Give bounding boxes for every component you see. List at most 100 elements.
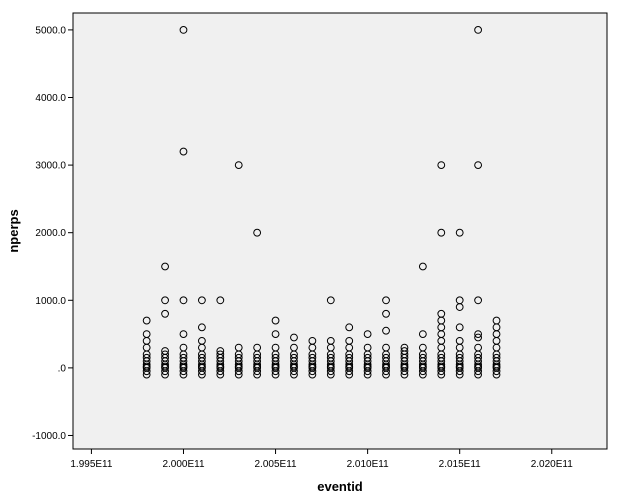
- data-point: [455, 362, 464, 371]
- data-point: [179, 362, 188, 371]
- data-point: [345, 362, 354, 371]
- data-point: [142, 362, 151, 371]
- data-point: [345, 336, 354, 345]
- data-point: [179, 296, 188, 305]
- data-point: [179, 147, 188, 156]
- y-tick-label: .0: [58, 363, 67, 374]
- data-point: [198, 296, 206, 305]
- data-point: [418, 262, 427, 271]
- data-point: [198, 353, 206, 362]
- data-point: [455, 228, 464, 237]
- data-point: [290, 362, 298, 371]
- data-point: [290, 333, 298, 342]
- data-point: [363, 343, 372, 352]
- data-point: [198, 323, 206, 332]
- y-tick-label: 4000.0: [35, 93, 66, 104]
- data-point: [455, 296, 464, 305]
- data-point: [216, 362, 225, 371]
- data-point: [161, 347, 169, 355]
- data-point: [382, 353, 390, 362]
- data-point: [326, 362, 335, 371]
- data-point: [253, 343, 262, 352]
- x-tick-label: 2.020E11: [531, 459, 574, 470]
- data-point: [345, 353, 354, 362]
- data-point: [216, 350, 225, 359]
- data-point: [308, 362, 317, 371]
- x-tick-label: 2.015E11: [439, 459, 482, 470]
- x-tick-label: 2.005E11: [255, 459, 298, 470]
- data-point: [161, 262, 169, 271]
- data-point: [382, 343, 390, 352]
- data-point: [161, 296, 169, 305]
- x-tick-label: 2.000E11: [162, 459, 205, 470]
- data-point: [437, 362, 446, 371]
- data-point: [142, 316, 151, 325]
- y-tick-label: 2000.0: [35, 228, 66, 239]
- data-point: [363, 362, 372, 371]
- data-point: [216, 347, 225, 355]
- data-point: [345, 323, 354, 332]
- plot-area: [72, 12, 608, 450]
- data-point: [216, 296, 225, 305]
- data-point: [474, 296, 483, 305]
- data-point: [455, 353, 464, 362]
- data-point: [382, 326, 390, 335]
- data-point: [437, 228, 446, 237]
- data-point: [437, 161, 446, 169]
- data-point: [418, 353, 427, 362]
- data-point: [179, 26, 188, 34]
- y-tick-label: 3000.0: [35, 161, 66, 172]
- x-axis-title: eventid: [317, 479, 363, 494]
- data-point: [363, 353, 372, 362]
- data-point: [161, 362, 169, 371]
- data-point: [418, 330, 427, 338]
- data-point: [271, 330, 280, 338]
- data-point: [326, 353, 335, 362]
- data-point: [474, 161, 483, 169]
- data-point: [271, 353, 280, 362]
- axes: 1.995E11 2.000E11 2.005E11 2.010E11 2.015E11…: [32, 25, 573, 470]
- x-tick-label: 1.995E11: [70, 459, 113, 470]
- data-point: [198, 362, 206, 371]
- data-point: [290, 343, 298, 352]
- data-point: [271, 316, 280, 325]
- data-point: [142, 353, 151, 362]
- data-point: [271, 362, 280, 371]
- data-point: [179, 353, 188, 362]
- data-point: [400, 362, 409, 371]
- data-point: [437, 309, 446, 318]
- y-tick-label: -1000.0: [32, 431, 66, 442]
- data-point: [179, 343, 188, 352]
- data-point: [492, 353, 501, 362]
- data-point: [382, 309, 390, 318]
- data-point: [400, 343, 409, 352]
- data-point: [326, 296, 335, 305]
- data-point: [161, 350, 169, 359]
- data-point: [382, 296, 390, 305]
- y-tick-label: 1000.0: [35, 296, 66, 307]
- data-point: [492, 362, 501, 371]
- data-point: [455, 336, 464, 345]
- data-point: [290, 353, 298, 362]
- data-point: [308, 353, 317, 362]
- data-points: [142, 26, 501, 379]
- data-point: [418, 343, 427, 352]
- data-point: [253, 362, 262, 371]
- data-point: [253, 228, 262, 237]
- x-tick-label: 2.010E11: [347, 459, 390, 470]
- data-point: [474, 330, 483, 338]
- data-point: [161, 309, 169, 318]
- data-point: [198, 336, 206, 345]
- data-point: [492, 316, 501, 325]
- data-point: [179, 330, 188, 338]
- data-point: [234, 343, 243, 352]
- data-point: [326, 336, 335, 345]
- y-axis-title: nperps: [6, 209, 21, 252]
- data-point: [271, 343, 280, 352]
- data-point: [308, 336, 317, 345]
- data-point: [234, 353, 243, 362]
- data-point: [142, 330, 151, 338]
- data-point: [474, 26, 483, 34]
- data-point: [418, 362, 427, 371]
